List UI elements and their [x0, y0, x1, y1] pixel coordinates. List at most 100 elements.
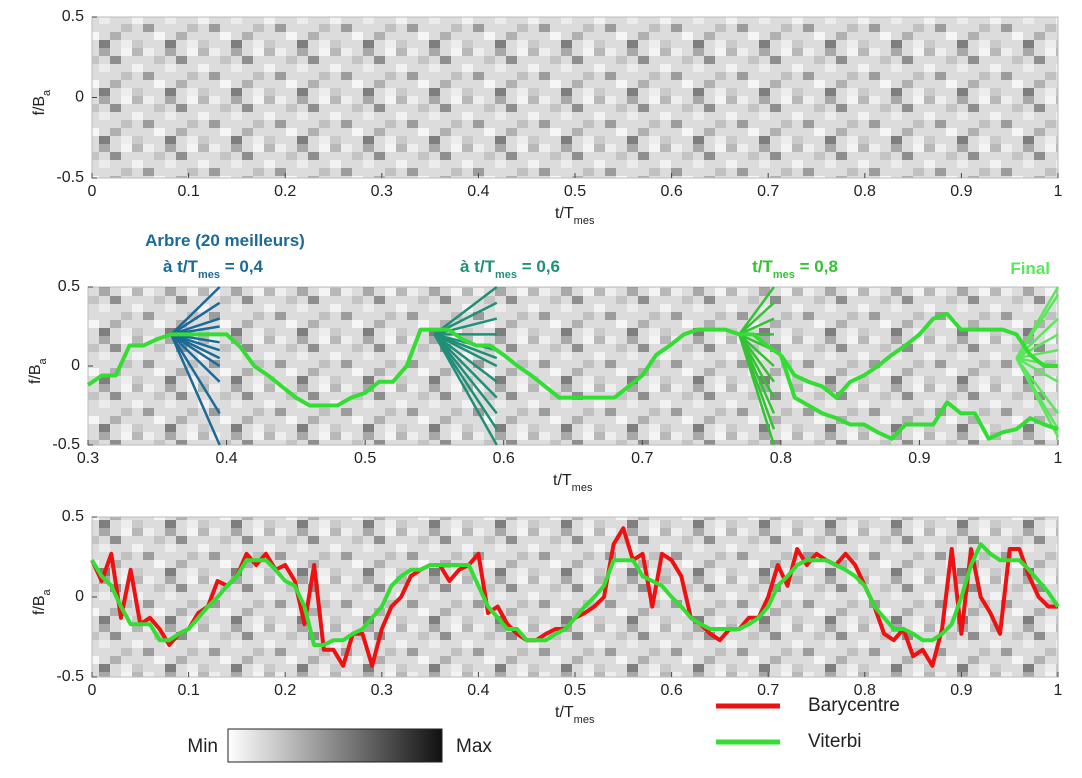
tree-branch: [433, 333, 498, 446]
tree-branch: [433, 333, 498, 399]
x-tick-label: 0: [88, 183, 97, 200]
x-axis-label: t/Tmes: [553, 472, 593, 494]
annotation: t/Tmes = 0,8: [752, 257, 838, 280]
annotation-main: Arbre (20 meilleurs): [145, 231, 305, 250]
y-axis-label-sub: a: [41, 588, 53, 595]
x-tick-label: 0.9: [950, 183, 972, 200]
tree-branch: [170, 286, 221, 336]
x-tick-label: 0.8: [854, 183, 876, 200]
tree-branch: [170, 333, 221, 383]
viterbi-track: [779, 311, 1058, 400]
tree-branch: [433, 286, 498, 336]
annotation-sub: mes: [495, 269, 517, 281]
tree-branch: [170, 317, 221, 336]
viterbi-track: [778, 354, 1059, 441]
annotation-main: à t/T: [460, 257, 496, 276]
x-tick-label: 0.3: [371, 682, 393, 699]
y-axis-label-main: f/B: [27, 364, 44, 384]
x-tick-label: 0.5: [354, 450, 376, 467]
y-axis-label-sub: a: [41, 89, 53, 96]
x-axis-label-sub: mes: [574, 714, 595, 726]
x-tick-label: 0.2: [274, 183, 296, 200]
y-axis-label-main: f/B: [31, 96, 48, 116]
annotation-post: = 0,6: [517, 257, 560, 276]
y-tick-label: -0.5: [52, 436, 80, 453]
annotation-post: = 0,8: [795, 257, 838, 276]
tree-branch: [433, 333, 498, 430]
viterbi-track: [86, 327, 782, 408]
tree-branch: [738, 333, 775, 383]
y-axis-label-main: f/B: [31, 595, 48, 615]
annotation-sub: mes: [198, 269, 220, 281]
x-axis-label-main: t/T: [555, 205, 574, 222]
x-tick-label: 0.4: [467, 183, 489, 200]
x-axis-label-main: t/T: [553, 472, 572, 489]
tree-branch: [738, 301, 775, 336]
heatmap-background: [87, 286, 1059, 446]
tree-branch: [1015, 317, 1059, 360]
y-tick-label: -0.5: [56, 169, 84, 186]
colorbar-max-label: Max: [456, 736, 492, 757]
annotation: Arbre (20 meilleurs): [145, 231, 305, 250]
annotation: à t/Tmes = 0,6: [460, 257, 560, 280]
heatmap-background: [91, 516, 1059, 678]
tree-branch: [433, 333, 498, 383]
annotation-main: t/T: [752, 257, 773, 276]
y-axis-label: f/Ba: [31, 588, 53, 615]
tree-branch: [1015, 357, 1059, 383]
x-tick-label: 0.3: [371, 183, 393, 200]
tree-branch: [1015, 357, 1059, 415]
y-tick-label: -0.5: [56, 668, 84, 685]
y-tick-label: 0: [75, 588, 84, 605]
tree-branch: [1015, 357, 1060, 438]
y-axis-label: f/Ba: [27, 357, 49, 384]
tree-branch: [169, 333, 221, 446]
x-tick-label: 0.4: [215, 450, 237, 467]
tree-branch: [1015, 333, 1059, 360]
tree-branch: [434, 317, 498, 336]
x-tick-label: 0.1: [177, 682, 199, 699]
x-tick-label: 0.3: [77, 450, 99, 467]
x-axis-label: t/Tmes: [555, 205, 595, 227]
x-tick-label: 0.8: [770, 450, 792, 467]
x-tick-label: 0.7: [631, 450, 653, 467]
tree-branch: [738, 334, 776, 446]
annotation-post: = 0,4: [220, 257, 264, 276]
tree-branch: [738, 286, 775, 336]
x-tick-label: 0.2: [274, 682, 296, 699]
x-tick-label: 0.5: [564, 183, 586, 200]
x-axis-label: t/Tmes: [555, 704, 595, 726]
x-tick-label: 0.8: [854, 682, 876, 699]
y-axis-label-sub: a: [37, 357, 49, 364]
x-tick-label: 1: [1054, 183, 1063, 200]
legend-label: Viterbi: [808, 731, 862, 752]
tree-branch: [738, 333, 775, 367]
y-tick-label: 0: [75, 89, 84, 106]
tree-branch: [170, 301, 221, 336]
x-tick-label: 0.1: [177, 183, 199, 200]
x-tick-label: 0.6: [660, 682, 682, 699]
x-tick-label: 0.7: [757, 682, 779, 699]
x-tick-label: 1: [1054, 682, 1063, 699]
x-tick-label: 0.5: [564, 682, 586, 699]
annotation-sub: mes: [773, 269, 795, 281]
x-tick-label: 1: [1054, 450, 1063, 467]
x-axis-label-sub: mes: [574, 215, 595, 227]
y-axis-label: f/Ba: [31, 89, 53, 116]
legend-label: Barycentre: [808, 695, 900, 716]
x-axis-label-main: t/T: [555, 704, 574, 721]
annotation: Final: [1010, 259, 1050, 278]
tree-branch: [170, 333, 221, 368]
y-tick-label: 0.5: [62, 508, 84, 525]
y-tick-label: 0: [71, 357, 80, 374]
y-tick-label: 0.5: [62, 8, 84, 25]
x-tick-label: 0.4: [467, 682, 489, 699]
x-tick-label: 0.7: [757, 183, 779, 200]
series-line: [90, 542, 1060, 647]
x-axis-label-sub: mes: [572, 482, 593, 494]
tree-branch: [1016, 348, 1059, 360]
tree-branch: [433, 333, 498, 415]
tree-branch: [738, 317, 775, 336]
x-tick-label: 0.9: [950, 682, 972, 699]
